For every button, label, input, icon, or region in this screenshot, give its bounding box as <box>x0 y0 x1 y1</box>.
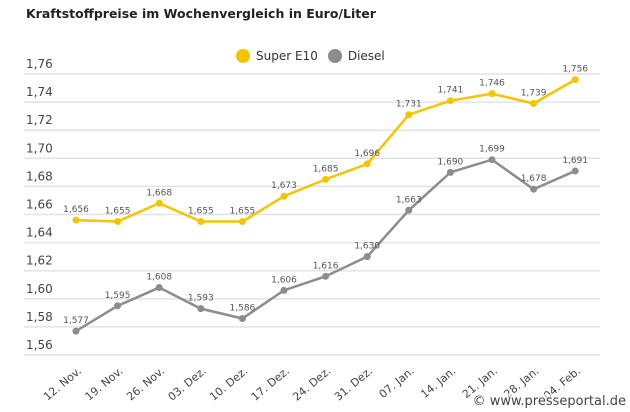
series-line-diesel <box>75 158 576 333</box>
data-point <box>571 76 579 84</box>
x-tick-label: 12. Nov. <box>41 364 84 403</box>
data-label: 1,608 <box>146 273 172 283</box>
x-tick-label: 17. Dez. <box>249 364 292 403</box>
data-label: 1,741 <box>438 86 464 96</box>
legend-label-diesel: Diesel <box>347 49 385 63</box>
chart-title: Kraftstoffpreise im Wochenvergleich in E… <box>26 6 376 21</box>
data-point <box>322 175 330 183</box>
data-label: 1,616 <box>313 261 339 271</box>
data-label: 1,577 <box>63 316 89 326</box>
data-label: 1,655 <box>105 207 131 217</box>
data-label: 1,739 <box>521 89 547 99</box>
data-point <box>488 156 496 164</box>
data-point <box>114 302 122 310</box>
data-point <box>72 327 80 335</box>
y-tick-label: 1,62 <box>26 254 53 268</box>
data-label: 1,586 <box>230 303 256 313</box>
data-label: 1,691 <box>562 156 588 166</box>
data-point <box>571 167 579 175</box>
x-tick-label: 26. Nov. <box>124 364 167 403</box>
y-tick-label: 1,58 <box>26 310 53 324</box>
y-tick-label: 1,76 <box>26 57 53 71</box>
data-label: 1,595 <box>105 291 131 301</box>
data-label: 1,696 <box>354 149 380 159</box>
data-point <box>238 218 246 226</box>
data-point <box>363 253 371 261</box>
y-tick-label: 1,74 <box>26 85 53 99</box>
y-tick-label: 1,60 <box>26 282 53 296</box>
data-label: 1,756 <box>562 65 588 75</box>
x-tick-label: 07. Jan. <box>377 364 417 401</box>
data-point <box>363 160 371 168</box>
data-point <box>197 218 205 226</box>
data-label: 1,678 <box>521 174 547 184</box>
data-point <box>405 111 413 119</box>
x-tick-label: 31. Dez. <box>332 364 375 403</box>
y-tick-label: 1,56 <box>26 338 53 352</box>
x-tick-label: 19. Nov. <box>83 364 126 403</box>
data-label: 1,593 <box>188 294 214 304</box>
data-point <box>446 168 454 176</box>
watermark: © www.presseportal.de <box>472 394 626 409</box>
data-point <box>114 218 122 226</box>
data-label: 1,606 <box>271 275 297 285</box>
data-label: 1,655 <box>230 207 256 217</box>
y-tick-label: 1,64 <box>26 226 53 240</box>
data-point <box>280 286 288 294</box>
legend-swatch-super-e10 <box>236 49 250 63</box>
x-tick-label: 03. Dez. <box>166 364 209 403</box>
data-label: 1,673 <box>271 181 297 191</box>
x-tick-label: 24. Dez. <box>290 364 333 403</box>
y-tick-label: 1,66 <box>26 198 53 212</box>
data-point <box>155 284 163 292</box>
data-point <box>530 100 538 108</box>
data-point <box>488 90 496 98</box>
legend-label-super-e10: Super E10 <box>256 49 318 63</box>
x-tick-label: 14. Jan. <box>418 364 458 401</box>
data-label: 1,655 <box>188 207 214 217</box>
data-point <box>280 192 288 200</box>
data-point <box>530 185 538 193</box>
data-point <box>197 305 205 313</box>
data-point <box>405 206 413 214</box>
data-point <box>238 314 246 322</box>
data-label: 1,668 <box>146 188 172 198</box>
data-point <box>322 272 330 280</box>
data-label: 1,690 <box>438 157 464 167</box>
x-tick-label: 10. Dez. <box>207 364 250 403</box>
legend-swatch-diesel <box>327 49 342 63</box>
data-label: 1,685 <box>313 164 339 174</box>
data-label: 1,663 <box>396 195 422 205</box>
data-label: 1,699 <box>479 145 505 155</box>
data-label: 1,630 <box>354 242 380 252</box>
y-tick-label: 1,68 <box>26 169 53 183</box>
data-point <box>72 216 80 224</box>
data-label: 1,746 <box>479 79 505 89</box>
y-tick-label: 1,72 <box>26 113 53 127</box>
data-label: 1,656 <box>63 205 89 215</box>
data-label: 1,731 <box>396 100 422 110</box>
data-point <box>446 97 454 105</box>
data-point <box>155 199 163 207</box>
y-tick-label: 1,70 <box>26 141 53 155</box>
legend: Super E10 Diesel <box>236 49 385 63</box>
